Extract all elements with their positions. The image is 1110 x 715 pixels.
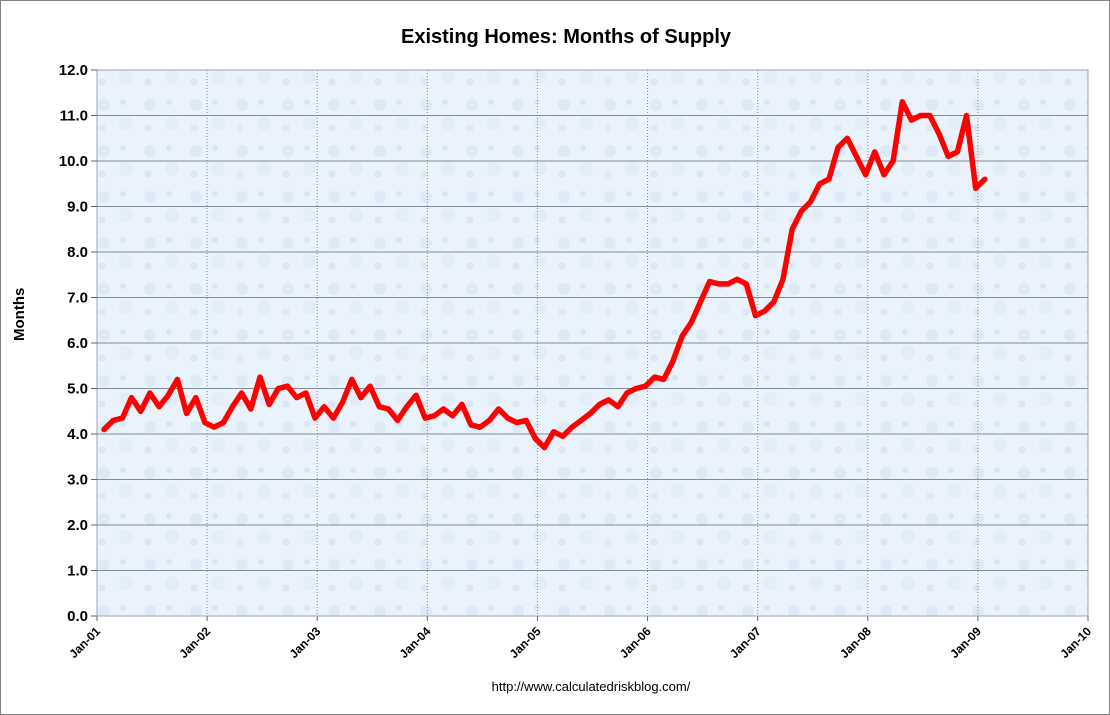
y-tick-label: 3.0 [67, 472, 88, 489]
chart-title: Existing Homes: Months of Supply [400, 26, 731, 48]
x-tick-label: Jan-10 [1057, 624, 1094, 661]
x-tick-label: Jan-05 [507, 624, 544, 661]
x-tick-label: Jan-04 [397, 624, 434, 661]
y-tick-label: 5.0 [67, 381, 88, 398]
x-tick-label: Jan-06 [617, 624, 654, 661]
x-tick-label: Jan-09 [947, 624, 984, 661]
y-tick-label: 12.0 [59, 62, 88, 79]
source-note: http://www.calculatedriskblog.com/ [491, 679, 691, 694]
y-tick-label: 1.0 [67, 563, 88, 580]
x-tick-label: Jan-08 [837, 624, 874, 661]
y-tick-label: 6.0 [67, 335, 88, 352]
y-tick-label: 10.0 [59, 153, 88, 170]
y-tick-label: 9.0 [67, 199, 88, 216]
grid-layer [97, 70, 1088, 616]
y-tick-label: 4.0 [67, 426, 88, 443]
x-tick-label: Jan-01 [66, 624, 103, 661]
y-tick-label: 11.0 [60, 108, 88, 125]
x-tick-label: Jan-02 [176, 624, 213, 661]
y-tick-label: 7.0 [67, 290, 88, 307]
y-tick-label: 0.0 [67, 608, 88, 625]
x-tick-label: Jan-07 [727, 624, 764, 661]
x-tick-label: Jan-03 [287, 624, 324, 661]
series-layer [101, 99, 988, 451]
series-line [101, 99, 988, 451]
y-tick-label: 2.0 [67, 517, 88, 534]
y-tick-label: 8.0 [67, 244, 88, 261]
